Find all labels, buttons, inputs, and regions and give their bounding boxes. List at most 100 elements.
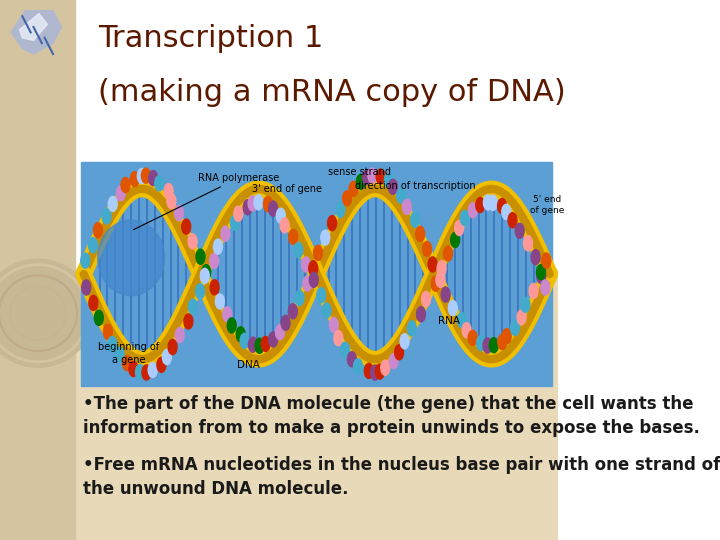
Ellipse shape [455,220,464,235]
Ellipse shape [210,280,219,295]
Ellipse shape [468,330,477,346]
Ellipse shape [483,338,492,353]
Ellipse shape [510,320,519,335]
Circle shape [0,259,94,367]
Ellipse shape [104,324,112,339]
Bar [81,162,552,386]
Ellipse shape [230,215,239,230]
Ellipse shape [108,336,117,352]
Ellipse shape [364,363,373,379]
Ellipse shape [508,213,517,228]
Ellipse shape [389,179,397,194]
Ellipse shape [356,174,365,190]
Ellipse shape [341,342,349,357]
Ellipse shape [138,168,146,184]
Ellipse shape [175,327,184,342]
Ellipse shape [348,352,356,367]
Ellipse shape [269,201,278,216]
Ellipse shape [354,359,362,374]
Text: 5' end
of gene: 5' end of gene [530,195,564,215]
Ellipse shape [343,191,351,206]
Ellipse shape [537,268,546,284]
Ellipse shape [309,261,318,276]
Ellipse shape [436,272,445,287]
Ellipse shape [289,303,297,319]
Ellipse shape [313,245,323,260]
Ellipse shape [423,241,431,256]
Ellipse shape [276,208,285,224]
Ellipse shape [460,211,469,226]
Polygon shape [19,14,48,40]
Ellipse shape [121,178,130,193]
Ellipse shape [444,246,452,261]
Ellipse shape [397,188,405,204]
Ellipse shape [129,361,138,376]
Ellipse shape [294,242,303,258]
Ellipse shape [516,223,524,238]
Ellipse shape [130,172,139,187]
Ellipse shape [476,198,485,213]
Ellipse shape [321,230,330,245]
Ellipse shape [521,298,530,313]
Ellipse shape [490,338,498,353]
Ellipse shape [498,334,507,349]
Ellipse shape [295,291,304,306]
Ellipse shape [89,238,97,253]
Ellipse shape [215,294,225,309]
Bar [0,270,558,540]
Ellipse shape [302,257,310,272]
Ellipse shape [310,272,318,287]
Text: •The part of the DNA molecule (the gene) that the cell wants the
information fro: •The part of the DNA molecule (the gene)… [83,395,699,437]
Ellipse shape [282,315,290,330]
Ellipse shape [441,287,450,302]
Ellipse shape [248,196,257,211]
Ellipse shape [276,325,284,340]
Ellipse shape [517,310,526,325]
Ellipse shape [184,314,193,329]
Ellipse shape [189,299,197,314]
Text: (making a mRNA copy of DNA): (making a mRNA copy of DNA) [98,78,565,107]
Ellipse shape [210,253,219,268]
Ellipse shape [541,280,550,295]
Ellipse shape [488,195,498,211]
Text: 3' end of gene: 3' end of gene [253,184,323,194]
Ellipse shape [317,288,325,303]
Ellipse shape [135,364,145,380]
Ellipse shape [477,335,485,350]
Ellipse shape [371,365,379,380]
Ellipse shape [94,222,102,238]
Ellipse shape [376,169,385,184]
Ellipse shape [395,345,404,360]
Ellipse shape [523,235,533,251]
Text: RNA polymerase: RNA polymerase [134,173,279,230]
Ellipse shape [188,234,197,249]
Ellipse shape [469,202,477,218]
Text: sense strand: sense strand [328,167,392,177]
Ellipse shape [254,195,263,210]
Ellipse shape [98,220,165,296]
Ellipse shape [236,327,245,342]
Ellipse shape [122,355,132,370]
Ellipse shape [457,313,467,328]
Ellipse shape [108,197,117,212]
Ellipse shape [410,212,420,227]
Ellipse shape [289,230,297,245]
Ellipse shape [502,204,510,219]
Ellipse shape [148,362,157,377]
Ellipse shape [498,199,506,214]
Ellipse shape [82,280,91,295]
Ellipse shape [415,226,425,241]
Bar [0,0,76,540]
Ellipse shape [221,226,230,241]
Ellipse shape [334,330,343,346]
Ellipse shape [214,239,222,254]
Ellipse shape [174,206,184,221]
Ellipse shape [164,184,173,199]
Ellipse shape [375,364,384,379]
Ellipse shape [141,168,150,183]
Ellipse shape [402,199,411,214]
Ellipse shape [167,193,176,208]
Ellipse shape [328,215,336,231]
Ellipse shape [202,265,211,280]
Ellipse shape [322,303,331,318]
